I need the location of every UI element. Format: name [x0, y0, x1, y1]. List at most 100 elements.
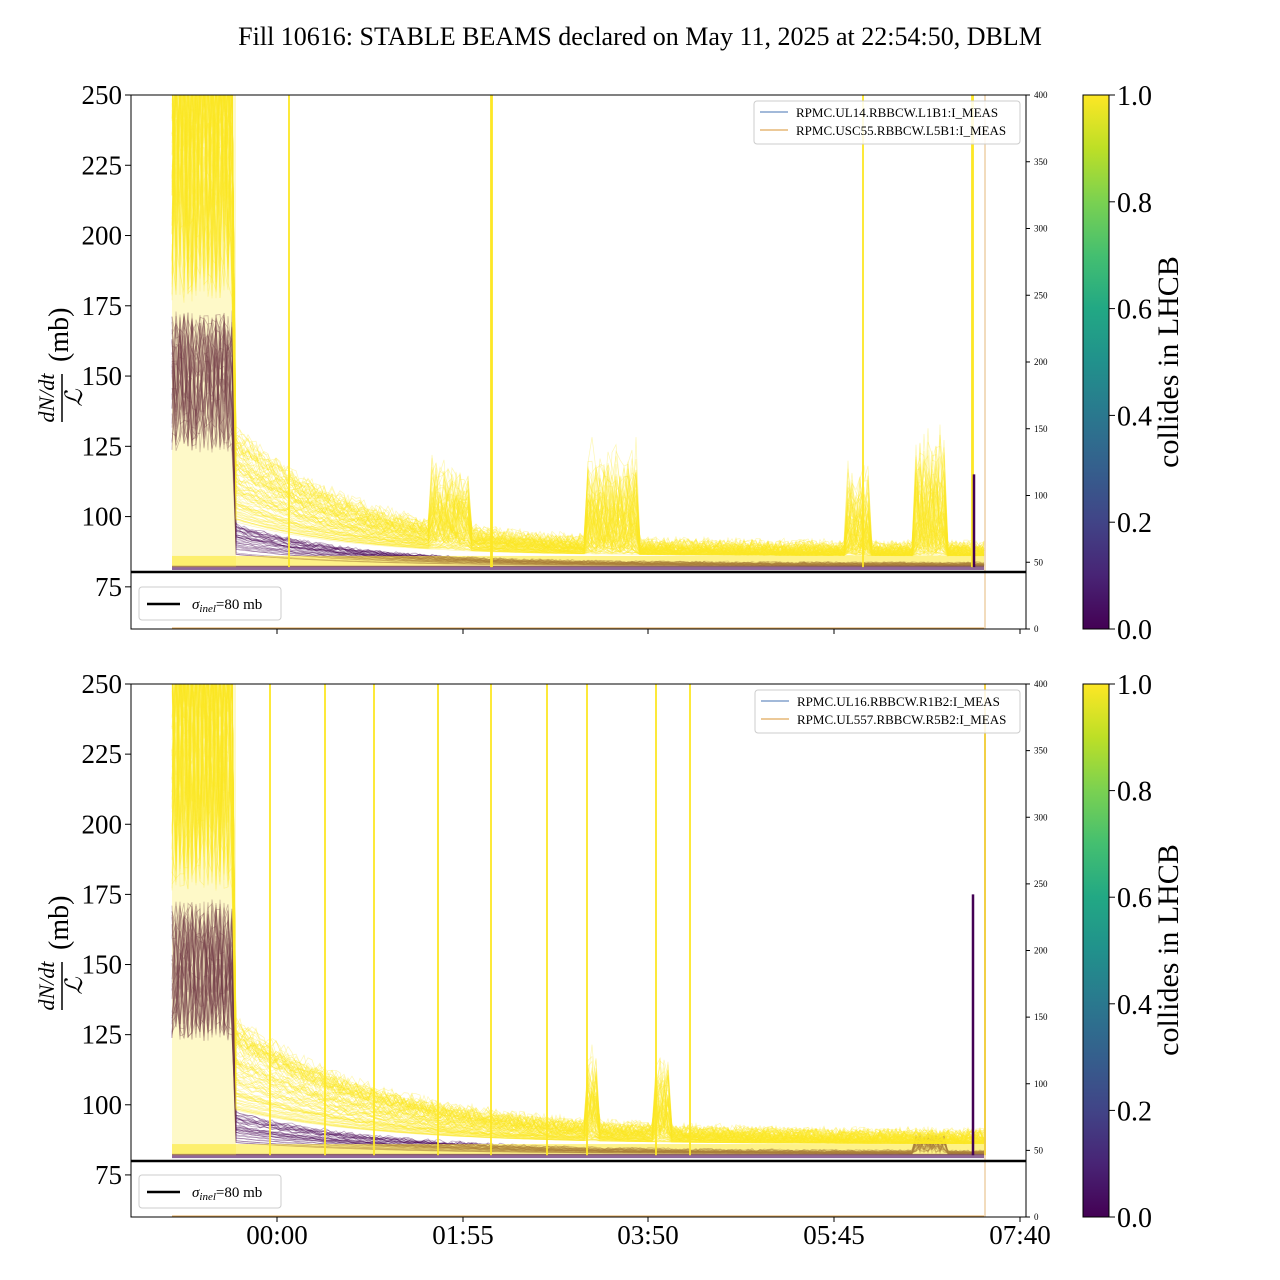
- bottom-bunch-trace: [171, 684, 985, 1144]
- bottom-bunch-trace: [188, 684, 984, 1145]
- x-tick-label: 05:45: [803, 1220, 865, 1250]
- bottom-bunch-trace: [171, 684, 985, 1144]
- top-bunch-trace: [171, 95, 985, 557]
- top-bunch-trace: [171, 95, 985, 556]
- bottom-y-axis: 75 100 125 150 175 200 225 250: [82, 669, 131, 1190]
- bottom-colorbar-tick: 0.6: [1117, 883, 1152, 914]
- bottom-y-tick-label: 150: [82, 950, 123, 980]
- bottom-bunch-trace: [172, 684, 985, 1144]
- bottom-bunch-trace: [174, 684, 985, 1144]
- bottom-colorbar-tick: 0.2: [1117, 1096, 1152, 1127]
- top-bunch-trace: [171, 95, 985, 557]
- bottom-bunch-trace: [171, 684, 985, 1144]
- bottom-bunch-trace: [172, 684, 984, 1145]
- bottom-y-tick-label: 175: [82, 879, 123, 909]
- bottom-bunch-trace: [171, 684, 985, 1143]
- top-bunch-trace: [171, 95, 985, 557]
- bottom-bunch-trace: [184, 684, 985, 1144]
- bottom-y2-tick-label: 50: [1034, 1145, 1044, 1155]
- top-bunch-trace: [171, 95, 985, 557]
- top-baseline-band: [172, 555, 984, 568]
- bottom-bunch-trace: [176, 684, 985, 1145]
- ylabel-denominator: ℒ: [62, 389, 88, 407]
- bottom-bunch-trace: [176, 684, 985, 1144]
- bottom-bunch-trace: [179, 684, 985, 1144]
- ylabel-denominator: ℒ: [62, 977, 88, 995]
- bottom-bunch-trace: [171, 684, 985, 1143]
- top-bunch-trace: [180, 95, 985, 557]
- bottom-purple-band: [172, 1153, 984, 1159]
- bottom-bunch-trace: [183, 684, 985, 1144]
- bottom-bunch-trace: [171, 684, 985, 1144]
- top-ylabel: dN/dt ℒ (mb): [34, 308, 88, 423]
- top-y-tick-label: 125: [82, 431, 123, 461]
- bottom-bunch-trace: [171, 684, 985, 1145]
- top-panel: 75 100 125 150 175 200 225 250 0 50 100 150 200 250 3…: [34, 80, 1185, 646]
- bottom-legend-entry-2: RPMC.UL557.RBBCW.R5B2:I_MEAS: [797, 712, 1006, 727]
- top-bunch-trace: [172, 95, 985, 557]
- bottom-colorbar-tick: 0.8: [1117, 777, 1152, 808]
- bottom-bunch-trace: [171, 684, 985, 1144]
- bottom-bunch-trace: [177, 684, 985, 1145]
- top-y2-tick-label: 150: [1034, 424, 1048, 434]
- top-bunch-trace: [171, 95, 985, 557]
- top-bunch-trace: [171, 95, 985, 557]
- bottom-sigma-legend: σinel=80 mb: [138, 1174, 282, 1209]
- top-y2-tick-label: 350: [1034, 157, 1048, 167]
- top-bunch-trace: [171, 95, 985, 556]
- top-bunch-trace: [171, 95, 985, 556]
- bottom-bunch-trace: [176, 684, 985, 1144]
- top-bunch-trace: [172, 95, 985, 557]
- bottom-bunch-trace: [171, 684, 985, 1144]
- top-bunch-trace: [172, 95, 985, 557]
- top-bunch-trace: [171, 95, 985, 557]
- top-bunch-trace: [171, 95, 985, 555]
- bottom-bunch-trace: [181, 684, 985, 1144]
- bottom-bunch-trace: [171, 684, 985, 1144]
- bottom-bunch-trace: [171, 684, 985, 1144]
- bottom-y2-tick-label: 350: [1034, 746, 1048, 756]
- bottom-bunch-trace: [171, 910, 985, 1154]
- bottom-bunch-trace: [176, 684, 985, 1144]
- top-bunch-trace: [171, 95, 985, 557]
- bottom-bunch-trace: [171, 684, 985, 1144]
- top-bunch-trace: [171, 95, 985, 556]
- top-y2-tick-label: 200: [1034, 357, 1048, 367]
- bottom-x-axis: 00:00 01:55 03:50 05:45 07:40: [246, 1217, 1051, 1250]
- top-y-axis: 75 100 125 150 175 200 225 250: [82, 80, 131, 602]
- bottom-blm-legend: RPMC.UL16.RBBCW.R1B2:I_MEAS RPMC.UL557.R…: [754, 689, 1021, 734]
- top-bunch-trace: [171, 95, 985, 557]
- bottom-bunch-trace: [171, 684, 985, 1144]
- top-bunch-trace: [171, 95, 985, 557]
- top-y-tick-label: 200: [82, 221, 123, 251]
- top-bunch-trace: [176, 95, 985, 557]
- top-y-tick-label: 100: [82, 502, 123, 532]
- bottom-bunch-trace: [172, 684, 985, 1144]
- bottom-colorbar-tick: 0.4: [1117, 990, 1152, 1021]
- bottom-bunch-trace: [171, 684, 985, 1144]
- x-tick-label: 07:40: [989, 1220, 1051, 1250]
- bottom-bunch-trace: [171, 684, 985, 1144]
- top-bunch-trace: [180, 95, 985, 557]
- bottom-bunch-trace: [184, 684, 985, 1145]
- bottom-bunch-trace: [172, 684, 985, 1144]
- top-bunch-trace: [171, 95, 985, 556]
- top-y-tick-label: 75: [95, 572, 122, 602]
- sigma-subscript: inel: [199, 603, 216, 615]
- top-bunch-trace: [172, 95, 985, 557]
- bottom-bunch-trace: [171, 684, 985, 1144]
- top-bunch-trace: [172, 95, 984, 557]
- bottom-y2-tick-label: 100: [1034, 1079, 1048, 1089]
- top-colorbar-label: collides in LHCB: [1152, 256, 1185, 468]
- bottom-y2-tick-label: 400: [1034, 679, 1048, 689]
- bottom-bunch-trace: [176, 684, 984, 1145]
- top-bunch-trace: [171, 95, 985, 556]
- bottom-traces: [171, 684, 986, 1217]
- bottom-bunch-trace: [171, 911, 985, 1154]
- top-bunch-trace: [171, 95, 985, 556]
- top-bunch-trace: [175, 95, 985, 556]
- top-blm-legend: RPMC.UL14.RBBCW.L1B1:I_MEAS RPMC.USC55.R…: [753, 100, 1021, 145]
- bottom-legend-entry-1: RPMC.UL16.RBBCW.R1B2:I_MEAS: [797, 694, 1000, 709]
- bottom-bunch-trace: [171, 684, 985, 1144]
- top-y-tick-label: 175: [82, 291, 123, 321]
